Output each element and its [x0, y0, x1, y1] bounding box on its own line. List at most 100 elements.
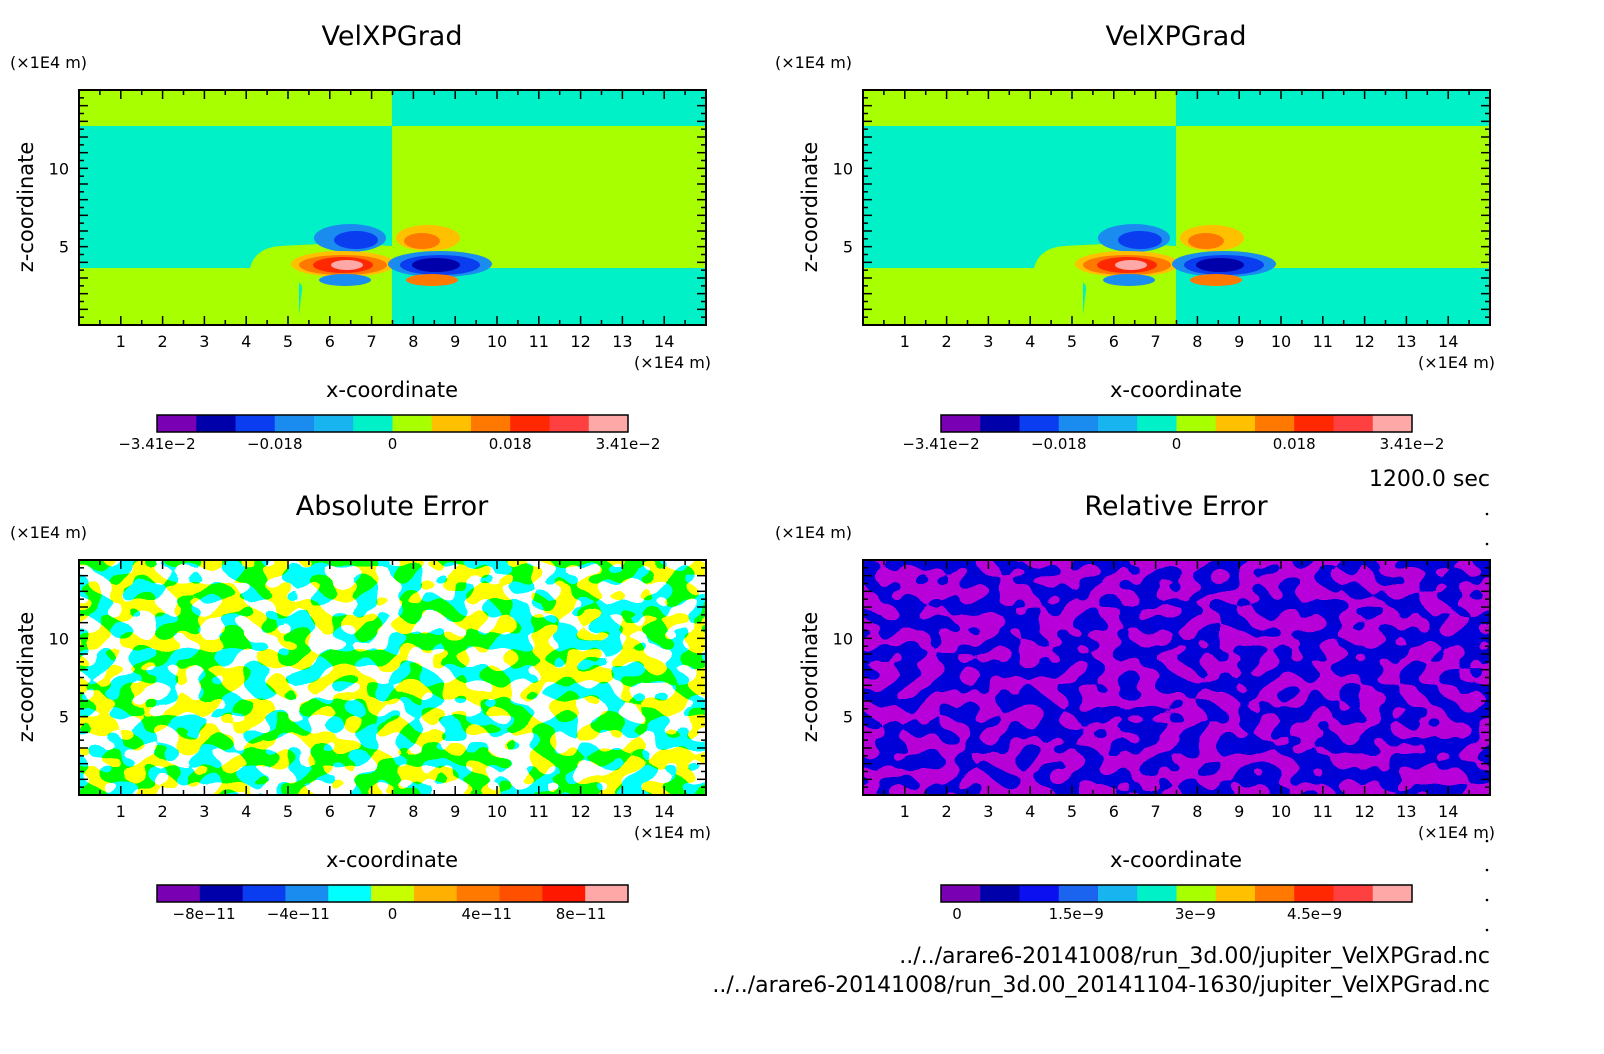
x-tick-label: 11	[529, 332, 549, 351]
colorbar-swatch	[413, 885, 458, 902]
colorbar-tick-label: 1.5e−9	[1049, 905, 1104, 923]
x-tick-label: 1	[900, 332, 910, 351]
x-tick-label: 12	[570, 332, 590, 351]
x-tick-label: 13	[1396, 802, 1416, 821]
colorbar-swatch	[157, 885, 201, 902]
colorbar-tick-label: 0	[952, 905, 962, 923]
colorbar: −3.41e−2 −0.018 0 0.018 3.41e−2	[902, 414, 1444, 453]
field-plot	[863, 90, 1490, 325]
colorbar-swatch	[274, 415, 315, 432]
colorbar-swatch	[1098, 885, 1138, 902]
y-ticks: 5 10	[49, 567, 706, 788]
x-tick-label: 9	[450, 802, 460, 821]
y-unit-label: (×1E4 m)	[775, 523, 852, 542]
colorbar-swatch	[1098, 415, 1138, 432]
colorbar-tick-label: −0.018	[1031, 435, 1087, 453]
margin-dots	[1485, 512, 1489, 932]
x-tick-label: 1	[116, 802, 126, 821]
colorbar-tick-label: 0	[388, 435, 398, 453]
x-tick-label: 14	[1438, 332, 1458, 351]
x-tick-label: 6	[325, 332, 335, 351]
colorbar-swatch	[1294, 885, 1334, 902]
x-tick-label: 8	[408, 802, 418, 821]
y-tick-label: 5	[59, 708, 69, 727]
colorbar-swatch	[941, 885, 981, 902]
colorbar-swatch	[328, 885, 372, 902]
x-tick-label: 8	[1192, 802, 1202, 821]
colorbar-swatch	[588, 415, 629, 432]
x-tick-label: 2	[158, 802, 168, 821]
x-tick-label: 7	[1151, 332, 1161, 351]
colorbar-tick-label: −4e−11	[267, 905, 330, 923]
colorbar-swatch	[549, 415, 590, 432]
y-tick-label: 5	[843, 708, 853, 727]
colorbar-swatch	[1294, 415, 1334, 432]
y-unit-label: (×1E4 m)	[10, 53, 87, 72]
x-tick-label: 13	[612, 332, 632, 351]
colorbar-tick-label: 4.5e−9	[1287, 905, 1342, 923]
x-tick-label: 4	[241, 332, 251, 351]
colorbar-tick-label: −3.41e−2	[118, 435, 195, 453]
y-axis-label: z-coordinate	[798, 612, 822, 743]
y-tick-label: 10	[833, 629, 853, 648]
x-tick-label: 11	[529, 802, 549, 821]
y-axis-label: z-coordinate	[14, 612, 38, 743]
colorbar-tick-label: 0.018	[489, 435, 532, 453]
colorbar-swatch	[1058, 885, 1099, 902]
y-unit-label: (×1E4 m)	[775, 53, 852, 72]
colorbar-swatch	[1176, 885, 1217, 902]
colorbar-swatch	[1019, 415, 1060, 432]
x-tick-label: 10	[487, 332, 507, 351]
x-axis-label: x-coordinate	[326, 848, 458, 872]
x-tick-label: 11	[1313, 332, 1333, 351]
panel-velxpgrad-left: VelXPGrad (×1E4 m) 1 2 3 4 5 6 7 8 9 10 11 12 13 1	[10, 21, 711, 453]
x-tick-label: 10	[1271, 332, 1291, 351]
colorbar-tick-label: 0	[1172, 435, 1182, 453]
x-tick-label: 7	[367, 332, 377, 351]
x-tick-label: 3	[199, 802, 209, 821]
colorbar-tick-label: 3e−9	[1175, 905, 1216, 923]
y-axis-label: z-coordinate	[798, 142, 822, 273]
colorbar-swatch	[1137, 885, 1177, 902]
x-tick-label: 14	[654, 802, 674, 821]
x-tick-label: 13	[612, 802, 632, 821]
x-tick-label: 10	[1271, 802, 1291, 821]
field-plot	[79, 90, 706, 325]
colorbar-swatch	[1333, 415, 1374, 432]
x-tick-label: 5	[1067, 802, 1077, 821]
colorbar-swatch	[157, 415, 197, 432]
colorbar-frame	[156, 414, 629, 433]
x-tick-label: 9	[450, 332, 460, 351]
colorbar-frame	[940, 414, 1413, 433]
time-label: 1200.0 sec	[1369, 467, 1490, 492]
colorbar: −3.41e−2 −0.018 0 0.018 3.41e−2	[118, 414, 660, 453]
colorbar-swatch	[1333, 885, 1374, 902]
colorbar-frame	[156, 884, 629, 903]
x-axis-label: x-coordinate	[326, 378, 458, 402]
colorbar-tick-label: 8e−11	[556, 905, 606, 923]
colorbar: 0 1.5e−9 3e−9 4.5e−9	[940, 884, 1413, 923]
colorbar: −8e−11 −4e−11 0 4e−11 8e−11	[156, 884, 629, 923]
noise-field	[79, 560, 706, 795]
colorbar-swatch	[585, 885, 629, 902]
x-tick-label: 1	[900, 802, 910, 821]
colorbar-swatch	[1058, 415, 1099, 432]
colorbar-swatch	[235, 415, 276, 432]
x-tick-label: 12	[1354, 802, 1374, 821]
colorbar-swatch	[542, 885, 586, 902]
colorbar-swatch	[1215, 885, 1256, 902]
colorbar-swatch	[1019, 885, 1060, 902]
panel-title: Absolute Error	[296, 491, 489, 522]
colorbar-swatch	[242, 885, 286, 902]
colorbar-swatch	[456, 885, 501, 902]
colorbar-swatch	[499, 885, 543, 902]
x-unit-label: (×1E4 m)	[1418, 823, 1495, 842]
colorbar-swatch	[1215, 415, 1256, 432]
file-path-1: ../../arare6-20141008/run_3d.00/jupiter_…	[899, 944, 1490, 969]
file-path-2: ../../arare6-20141008/run_3d.00_20141104…	[712, 973, 1490, 998]
panel-absolute-error: Absolute Error (×1E4 m) 1 2 3 4 5 6 7 8 9 10 11 12 1…	[10, 491, 711, 923]
x-tick-label: 4	[1025, 802, 1035, 821]
colorbar-swatch	[285, 885, 329, 902]
x-ticks: 1 2 3 4 5 6 7 8 9 10 11 12 13 14	[99, 90, 686, 351]
